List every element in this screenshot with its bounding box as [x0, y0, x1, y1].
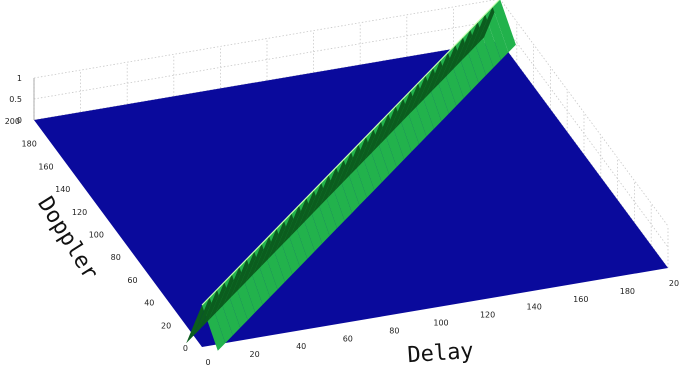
- x-tick-label: 0: [205, 358, 210, 367]
- ridge-facet: [492, 0, 516, 53]
- y-tick-label: 200: [5, 117, 20, 126]
- y-tick-label: 120: [72, 208, 87, 217]
- x-axis-title: Delay: [407, 339, 475, 369]
- x-tick-label: 140: [527, 303, 542, 312]
- z-tick-label: 0: [17, 116, 22, 125]
- y-tick-label: 160: [38, 162, 53, 171]
- y-tick-label: 60: [127, 276, 137, 285]
- x-tick-label: 20: [669, 279, 679, 288]
- z-tick-labels: 00.51: [9, 74, 22, 125]
- ridge-crest: [201, 0, 500, 306]
- y-tick-labels: 0 20 40 60 80 100 120 140 160 180 200: [5, 117, 188, 353]
- x-tick-label: 160: [573, 295, 588, 304]
- y-tick-label: 100: [89, 231, 104, 240]
- x-tick-label: 80: [389, 326, 399, 335]
- grid-line: [33, 0, 669, 227]
- y-tick-label: 140: [55, 185, 70, 194]
- x-tick-label: 60: [343, 334, 353, 343]
- y-tick-label: 0: [183, 344, 188, 353]
- x-tick-label: 180: [620, 287, 635, 296]
- x-tick-labels: 0 20 40 60 80 100 120 140 160 180 20: [205, 279, 679, 367]
- ridge-facet: [476, 0, 500, 45]
- y-tick-label: 80: [111, 253, 121, 262]
- y-tick-label: 180: [22, 140, 37, 149]
- x-tick-label: 120: [480, 311, 495, 320]
- x-tick-label: 100: [433, 319, 448, 328]
- y-tick-label: 20: [161, 321, 171, 330]
- z-tick-label: 1: [17, 74, 22, 83]
- y-tick-label: 40: [144, 299, 154, 308]
- x-tick-label: 20: [250, 350, 260, 359]
- diagonal-ridge: [186, 0, 516, 351]
- x-tick-label: 40: [296, 342, 306, 351]
- z-tick-label: 0.5: [9, 95, 22, 104]
